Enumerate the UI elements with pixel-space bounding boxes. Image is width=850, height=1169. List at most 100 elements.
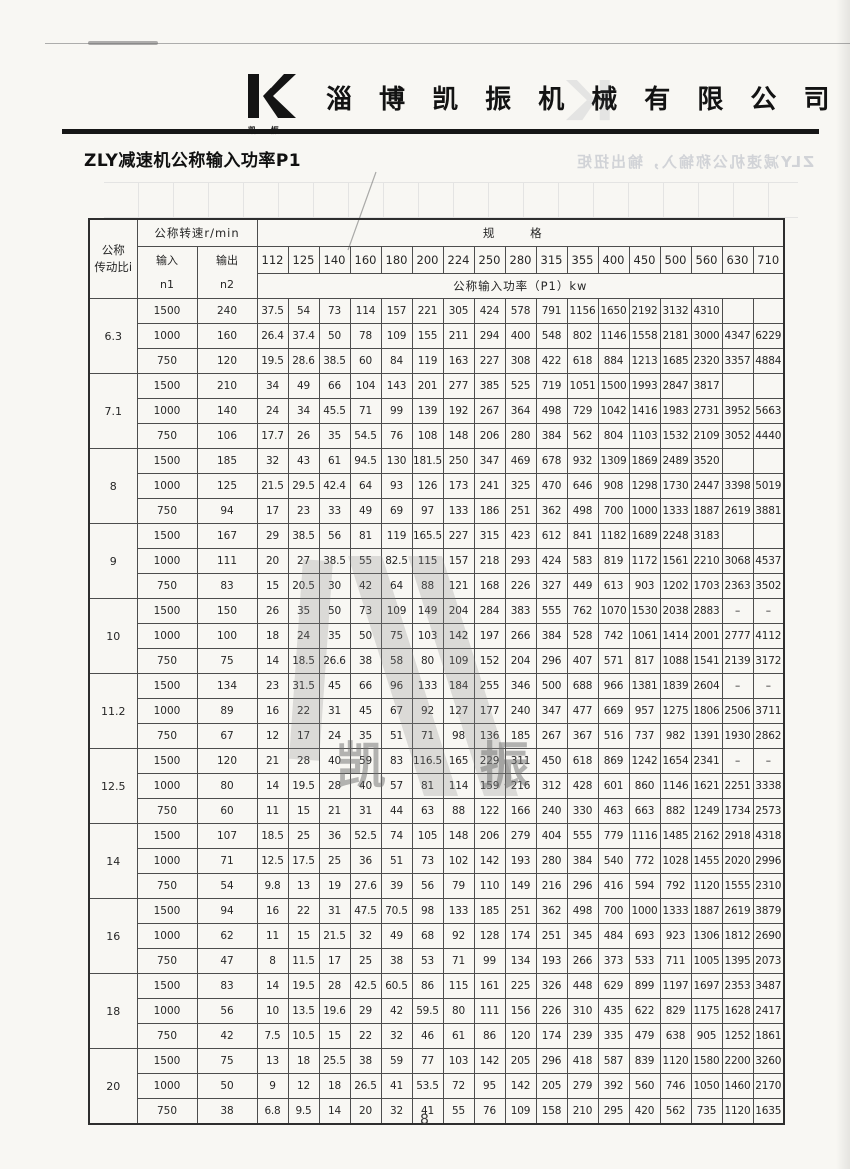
output-speed-cell: 120 [196,748,258,774]
power-value-cell: 19.5 [287,773,320,799]
power-value-cell: 516 [597,723,630,749]
power-value-cell: 384 [535,423,568,449]
power-value-cell: 435 [597,998,630,1024]
power-value-cell: 1172 [628,548,661,574]
power-value-cell: 38 [349,1048,382,1074]
brand-header: 凯 振 淄 博 凯 振 机 械 有 限 公 司 [248,74,838,136]
power-value-cell: 120 [504,1023,537,1049]
power-value-cell: 1730 [659,473,692,499]
power-value-cell: 19.5 [256,348,289,374]
ratio-cell: 8 [88,448,138,524]
power-value-cell: 839 [628,1048,661,1074]
power-value-cell: 882 [659,798,692,824]
output-speed-cell: 111 [196,548,258,574]
power-value-cell: 186 [473,498,506,524]
ratio-header: 公称 传动比i [88,218,138,299]
power-value-cell: 1000 [628,898,661,924]
scan-fold-line [45,43,850,44]
input-label: 输入 [156,253,178,267]
power-value-cell: 10.5 [287,1023,320,1049]
power-value-cell: 197 [473,623,506,649]
power-value-cell: 42 [349,573,382,599]
power-value-cell: 3172 [752,648,785,674]
power-value-cell: 2038 [659,598,692,624]
power-value-cell: 2604 [690,673,723,699]
table-row: 11.2 1500 134 23 31.5 45 66 96 133 184 255 346 500 68… [88,673,785,749]
power-value-cell: 24 [256,398,289,424]
power-value-cell: 266 [566,948,599,974]
power-value-cell: 166 [504,798,537,824]
power-value-cell: 38 [349,648,382,674]
power-value-cell: 982 [659,723,692,749]
power-value-cell: 792 [659,873,692,899]
power-value-cell: 4884 [752,348,785,374]
power-value-cell: 18.5 [287,648,320,674]
power-value-cell: 1580 [690,1048,723,1074]
power-value-cell: 21 [256,748,289,774]
output-speed-cell: 56 [196,998,258,1024]
power-value-cell: 1455 [690,848,723,874]
power-value-cell: 2690 [752,923,785,949]
power-value-cell: 14 [318,1098,351,1125]
power-value-cell: 64 [349,473,382,499]
power-value-cell: 1175 [690,998,723,1024]
power-value-cell: 1887 [690,898,723,924]
power-value-cell: 267 [473,398,506,424]
power-value-cell: 966 [597,673,630,699]
power-value-cell: 2506 [721,698,754,724]
power-value-cell: 20 [256,548,289,574]
power-value-cell: 22 [349,1023,382,1049]
power-value-cell: 711 [659,948,692,974]
power-value-cell: 327 [535,573,568,599]
power-value-cell: 18 [256,623,289,649]
power-value-cell: 148 [442,423,475,449]
output-speed-cell: 50 [196,1073,258,1099]
power-value-cell: 40 [349,773,382,799]
power-value-cell: 41 [411,1098,444,1125]
power-value-cell: 229 [473,748,506,774]
power-value-cell: 296 [566,873,599,899]
table-row: 750 75 14 18.5 26.6 38 58 80 109 152 204 296 407 571 8… [89,648,785,674]
power-value-cell: 4310 [690,298,723,324]
power-value-cell: 116.5 [411,748,444,774]
power-value-cell: 1558 [628,323,661,349]
power-value-cell: 742 [597,623,630,649]
power-value-cell: 12.5 [256,848,289,874]
input-speed-cell: 750 [136,423,198,449]
power-value-cell: 216 [535,873,568,899]
power-value-cell: 841 [566,523,599,549]
power-value-cell: – [752,673,785,699]
table-row: 1000 111 20 27 38.5 55 82.5 115 157 218 293 424 583 8… [89,548,785,574]
power-value-cell: 155 [411,323,444,349]
power-value-cell: 19.6 [318,998,351,1024]
output-speed-cell: 75 [196,1048,258,1074]
power-value-cell: 428 [566,773,599,799]
power-value-cell: 335 [597,1023,630,1049]
power-value-cell: 255 [473,673,506,699]
table-row: 750 83 15 20.5 30 42 64 88 121 168 226 327 449 613 903… [89,573,785,599]
power-value-cell: 42.4 [318,473,351,499]
power-value-cell: 29 [256,523,289,549]
scan-edge-shadow [836,0,850,1169]
power-value-cell: 19 [318,873,351,899]
power-value-cell: 3260 [752,1048,785,1074]
power-value-cell: 53.5 [411,1073,444,1099]
power-value-cell: 45 [349,698,382,724]
output-speed-cell: 47 [196,948,258,974]
power-value-cell: 1306 [690,923,723,949]
power-value-cell: 1395 [721,948,754,974]
size-header-224: 224 [442,246,475,274]
power-value-cell: 279 [504,823,537,849]
power-value-cell: 540 [597,848,630,874]
output-speed-cell: 125 [196,473,258,499]
power-value-cell: 68 [411,923,444,949]
power-value-cell: 49 [287,373,320,399]
power-value-cell: 477 [566,698,599,724]
power-value-cell: 157 [442,548,475,574]
power-value-cell: 161 [473,973,506,999]
power-value-cell: 1061 [628,623,661,649]
power-value-cell: 957 [628,698,661,724]
power-value-cell: 34 [287,398,320,424]
power-value-cell: 1146 [659,773,692,799]
